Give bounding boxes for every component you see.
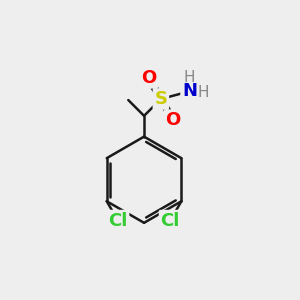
Text: O: O	[165, 111, 181, 129]
Text: Cl: Cl	[108, 212, 128, 230]
Text: H: H	[197, 85, 209, 100]
Text: N: N	[182, 82, 197, 100]
Text: H: H	[184, 70, 195, 86]
Text: O: O	[141, 69, 156, 87]
Text: S: S	[154, 90, 167, 108]
Text: Cl: Cl	[160, 212, 180, 230]
